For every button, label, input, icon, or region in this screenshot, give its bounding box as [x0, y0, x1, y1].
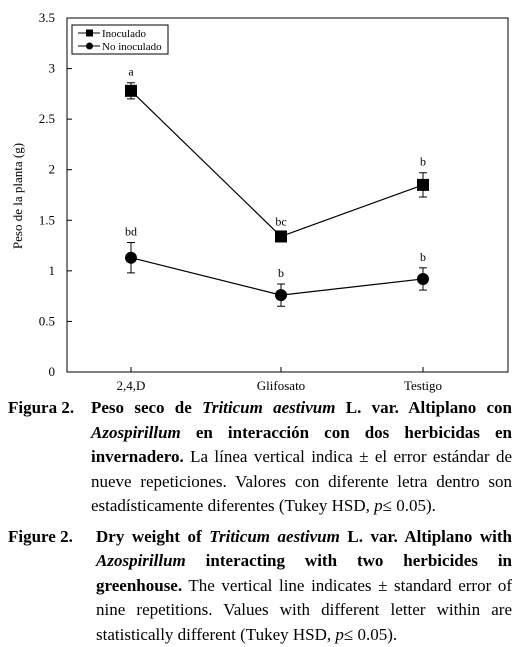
p-variable: p [335, 625, 344, 644]
y-tick-label: 1 [49, 263, 56, 278]
data-point-circle [125, 252, 137, 264]
data-point-square [417, 179, 429, 191]
species-name: Triticum aestivum [202, 398, 335, 417]
significance-letter: bd [125, 225, 137, 239]
line-chart: 0 0.5 1 1.5 2 2.5 3 3.5 2,4,D Glifosato Testigo a b… [0, 0, 524, 396]
y-tick-label: 0 [49, 364, 56, 379]
series-1: a bc b [125, 65, 429, 243]
significance-letter: b [278, 266, 284, 280]
data-point-circle [417, 273, 429, 285]
y-tick-label: 1.5 [39, 212, 55, 227]
y-axis-label: Peso de la planta (g) [10, 143, 25, 249]
legend-label: No inoculado [102, 41, 162, 53]
caption-english: Figure 2. Dry weight of Triticum aestivu… [0, 525, 524, 647]
data-point-square [275, 230, 287, 242]
bacteria-name: Azospirillum [91, 423, 181, 442]
y-tick-label: 3 [49, 61, 56, 76]
legend-marker-square [86, 30, 93, 37]
caption-title-part: L. var. Altiplano with [340, 527, 512, 546]
caption-spanish: Figura 2. Peso seco de Triticum aestivum… [0, 396, 524, 519]
caption-title-part: L. var. Altiplano con [335, 398, 512, 417]
caption-body: Peso seco de Triticum aestivum L. var. A… [91, 396, 512, 519]
y-tick-label: 3.5 [39, 10, 55, 25]
bacteria-name: Azospirillum [96, 551, 186, 570]
caption-label: Figure 2. [8, 525, 73, 550]
significance-letter: a [128, 65, 134, 79]
species-name: Triticum aestivum [209, 527, 340, 546]
significance-letter: b [420, 250, 426, 264]
figure-captions: Figura 2. Peso seco de Triticum aestivum… [0, 396, 524, 647]
x-tick-label: Glifosato [257, 378, 305, 393]
caption-body: Dry weight of Triticum aestivum L. var. … [96, 525, 512, 647]
legend-marker-circle [86, 43, 93, 50]
chart-series: a bc b bd b b [125, 65, 429, 307]
caption-text: ≤ 0.05). [383, 496, 436, 515]
x-tick-label: 2,4,D [117, 378, 146, 393]
y-tick-label: 2.5 [39, 111, 55, 126]
x-tick-label: Testigo [404, 378, 442, 393]
significance-letter: bc [275, 214, 286, 228]
y-tick-label: 2 [49, 162, 56, 177]
p-variable: p [374, 496, 383, 515]
caption-text: ≤ 0.05). [344, 625, 397, 644]
series-line [131, 258, 423, 295]
legend-label: Inoculado [102, 28, 146, 40]
chart-axes: 0 0.5 1 1.5 2 2.5 3 3.5 2,4,D Glifosato Testigo [39, 10, 508, 393]
data-point-square [125, 85, 137, 97]
significance-letter: b [420, 155, 426, 169]
caption-label: Figura 2. [8, 396, 74, 421]
caption-title-part: Peso seco de [91, 398, 202, 417]
data-point-circle [275, 289, 287, 301]
y-tick-label: 0.5 [39, 313, 55, 328]
caption-title-part: Dry weight of [96, 527, 209, 546]
